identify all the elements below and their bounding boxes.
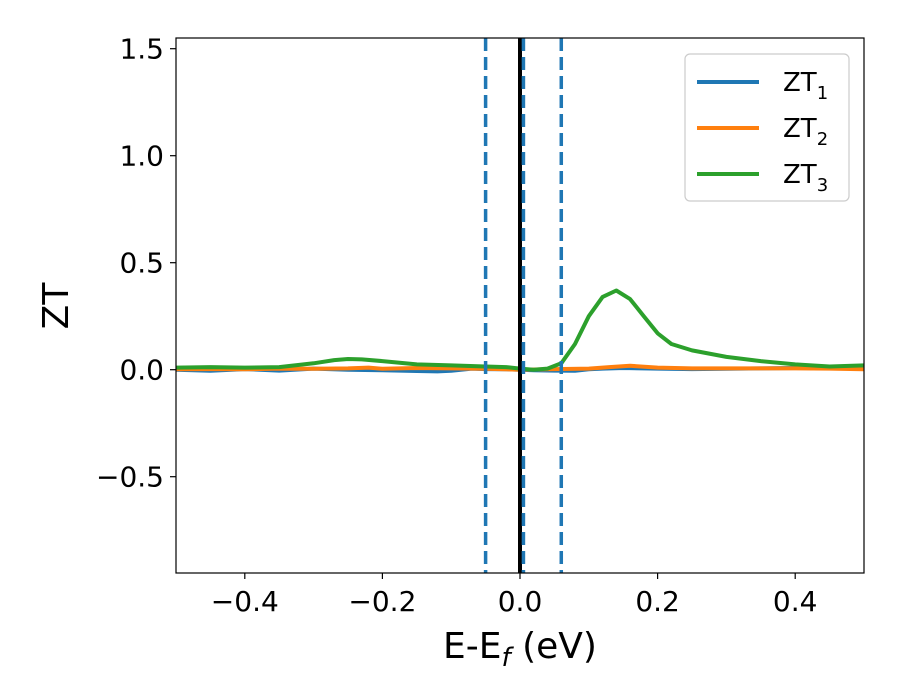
- y-tick-label: 1.5: [119, 33, 164, 66]
- x-tick-label: 0.2: [635, 585, 680, 618]
- series-line-zt3: [176, 288, 864, 372]
- y-tick-label: 0.5: [119, 247, 164, 280]
- axis-ticks: −0.4 −0.2 0.0 0.2 0.4 −0.5 0.0 0.5 1.0 1.5: [96, 33, 817, 618]
- x-axis-label: E-Ef (eV): [443, 626, 597, 673]
- x-tick-label: 0.0: [498, 585, 543, 618]
- y-tick-label: 0.0: [119, 354, 164, 387]
- x-tick-label: −0.4: [211, 585, 279, 618]
- x-tick-label: −0.2: [348, 585, 416, 618]
- x-tick-label: 0.4: [773, 585, 818, 618]
- legend-label-zt3: ZT3: [783, 160, 828, 196]
- plot-content: [176, 38, 864, 573]
- y-axis-label: ZT: [36, 282, 77, 330]
- legend-label-zt2: ZT2: [783, 114, 828, 150]
- plot-area: [176, 38, 864, 573]
- legend: ZT1 ZT2 ZT3: [684, 53, 850, 202]
- legend-label-zt1: ZT1: [783, 68, 828, 104]
- y-tick-label: −0.5: [96, 461, 164, 494]
- legend-box: [684, 53, 850, 202]
- y-tick-label: 1.0: [119, 140, 164, 173]
